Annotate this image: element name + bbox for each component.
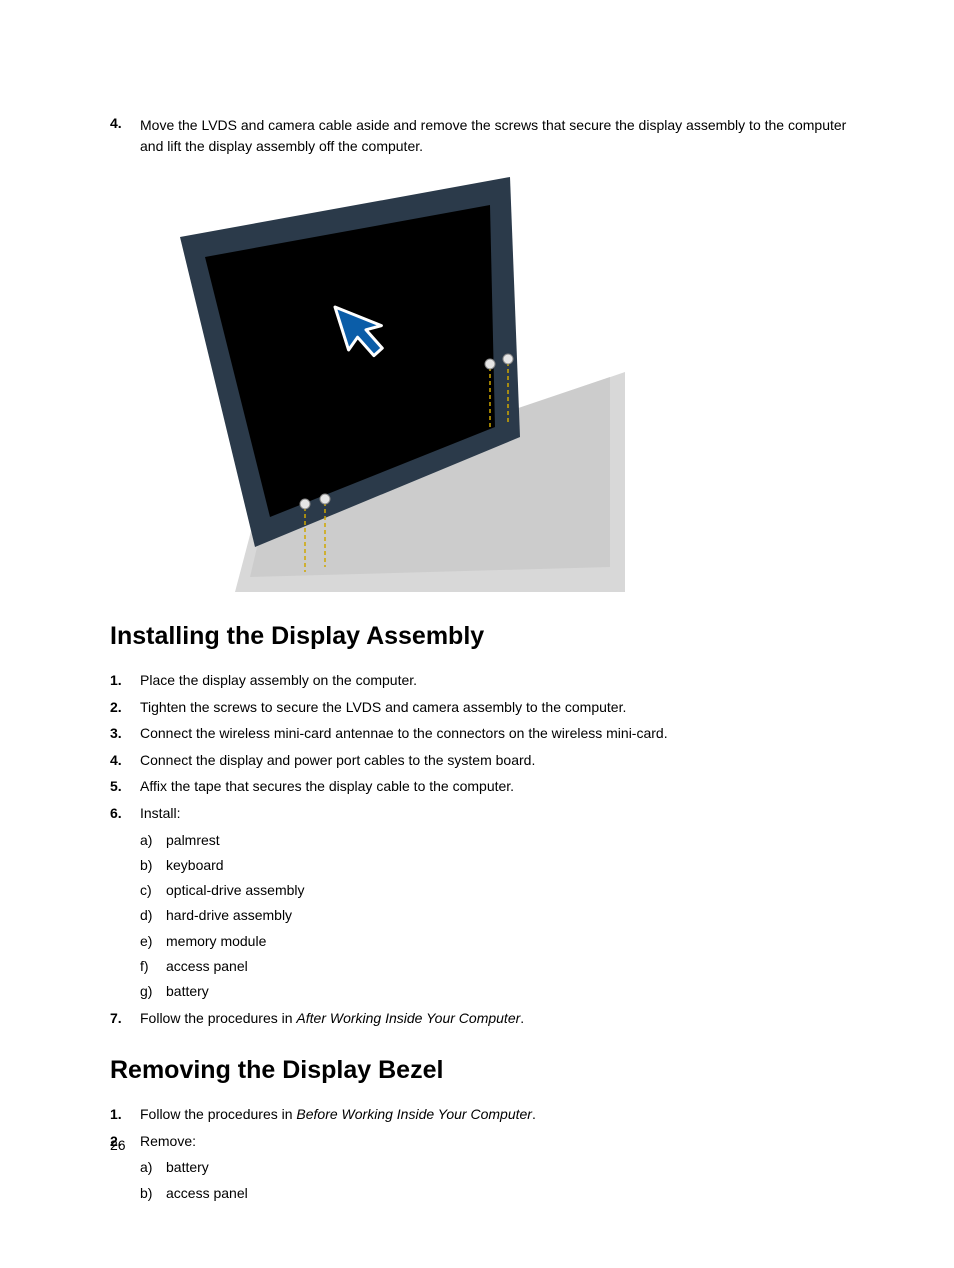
heading-installing-display-assembly: Installing the Display Assembly — [110, 622, 862, 651]
remove-steps-list: Follow the procedures in Before Working … — [110, 1105, 862, 1203]
install-sub-e: memory module — [140, 931, 862, 951]
step-4-row: 4. Move the LVDS and camera cable aside … — [110, 115, 862, 157]
install-sub-d: hard-drive assembly — [140, 905, 862, 925]
install-sub-c: optical-drive assembly — [140, 880, 862, 900]
remove-step-2: Remove: battery access panel — [110, 1132, 862, 1203]
install-step-5: Affix the tape that secures the display … — [110, 777, 862, 797]
step-4-text: Move the LVDS and camera cable aside and… — [140, 115, 862, 157]
install-step-7-pre: Follow the procedures in — [140, 1010, 296, 1026]
install-step-7-post: . — [520, 1010, 524, 1026]
install-step-7-ital: After Working Inside Your Computer — [296, 1010, 520, 1026]
remove-sublist: battery access panel — [140, 1157, 862, 1203]
page-number: 26 — [110, 1137, 126, 1153]
remove-sub-b: access panel — [140, 1183, 862, 1203]
display-assembly-figure — [140, 177, 625, 592]
remove-step-1-ital: Before Working Inside Your Computer — [296, 1106, 532, 1122]
remove-step-1-pre: Follow the procedures in — [140, 1106, 296, 1122]
install-sub-f: access panel — [140, 956, 862, 976]
heading-removing-display-bezel: Removing the Display Bezel — [110, 1056, 862, 1085]
install-sub-g: battery — [140, 981, 862, 1001]
install-sublist: palmrest keyboard optical-drive assembly… — [140, 830, 862, 1002]
install-step-6: Install: palmrest keyboard optical-drive… — [110, 804, 862, 1002]
manual-page: 4. Move the LVDS and camera cable aside … — [0, 0, 954, 1268]
install-step-4: Connect the display and power port cable… — [110, 751, 862, 771]
install-steps-list: Place the display assembly on the comput… — [110, 671, 862, 1028]
install-sub-b: keyboard — [140, 855, 862, 875]
step-4-number: 4. — [110, 115, 140, 157]
install-step-2: Tighten the screws to secure the LVDS an… — [110, 698, 862, 718]
remove-sub-a: battery — [140, 1157, 862, 1177]
remove-step-1-post: . — [532, 1106, 536, 1122]
remove-step-2-text: Remove: — [140, 1133, 196, 1149]
install-step-1: Place the display assembly on the comput… — [110, 671, 862, 691]
install-step-7: Follow the procedures in After Working I… — [110, 1009, 862, 1029]
install-step-3: Connect the wireless mini-card antennae … — [110, 724, 862, 744]
install-step-6-text: Install: — [140, 805, 180, 821]
remove-step-1: Follow the procedures in Before Working … — [110, 1105, 862, 1125]
install-sub-a: palmrest — [140, 830, 862, 850]
laptop-diagram-svg — [140, 177, 625, 592]
